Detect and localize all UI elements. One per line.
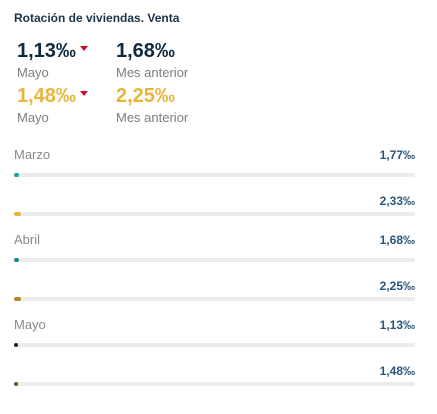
bar-track-secondary-mayo	[14, 382, 415, 386]
chart-title: Rotación de viviendas. Venta	[14, 11, 180, 25]
kpi-secondary-current-value: 1,48‰	[17, 85, 76, 107]
kpi-primary-current: 1,13‰ Mayo	[17, 40, 88, 80]
kpi-secondary-current-label: Mayo	[17, 110, 49, 125]
data-label-primary-marzo: 1,77‰	[379, 148, 415, 162]
data-label-secondary-mayo: 1,48‰	[379, 364, 415, 378]
bar-track-primary-marzo	[14, 173, 415, 177]
bar-primary-mayo	[14, 343, 18, 347]
bar-primary-marzo	[14, 173, 20, 177]
bar-track-secondary-marzo	[14, 212, 415, 216]
bar-secondary-mayo	[14, 382, 19, 386]
kpi-secondary-previous-label: Mes anterior	[116, 110, 189, 125]
data-label-secondary-marzo: 2,33‰	[379, 194, 415, 208]
data-label-primary-mayo: 1,13‰	[379, 318, 415, 332]
category-label-mayo: Mayo	[14, 317, 46, 332]
category-label-abril: Abril	[14, 232, 41, 247]
data-label-primary-abril: 1,68‰	[379, 233, 415, 247]
kpi-secondary-previous: 2,25‰ Mes anterior	[116, 85, 188, 125]
bar-track-primary-abril	[14, 258, 415, 262]
bar-secondary-marzo	[14, 212, 21, 216]
kpi-primary-current-label: Mayo	[17, 65, 49, 80]
kpi-secondary-current: 1,48‰ Mayo	[17, 85, 88, 125]
data-label-secondary-abril: 2,25‰	[379, 279, 415, 293]
kpi-secondary-previous-value: 2,25‰	[116, 85, 175, 107]
trend-down-icon	[79, 91, 88, 96]
kpi-primary-current-value: 1,13‰	[17, 40, 76, 62]
bar-track-primary-mayo	[14, 343, 415, 347]
kpi-primary-previous-label: Mes anterior	[116, 65, 189, 80]
category-label-marzo: Marzo	[14, 147, 51, 162]
trend-down-icon	[79, 46, 88, 51]
kpi-primary-previous: 1,68‰ Mes anterior	[116, 40, 188, 80]
bar-secondary-abril	[14, 297, 21, 301]
bar-track-secondary-abril	[14, 297, 415, 301]
kpi-primary-previous-value: 1,68‰	[116, 40, 175, 62]
bar-primary-abril	[14, 258, 20, 262]
